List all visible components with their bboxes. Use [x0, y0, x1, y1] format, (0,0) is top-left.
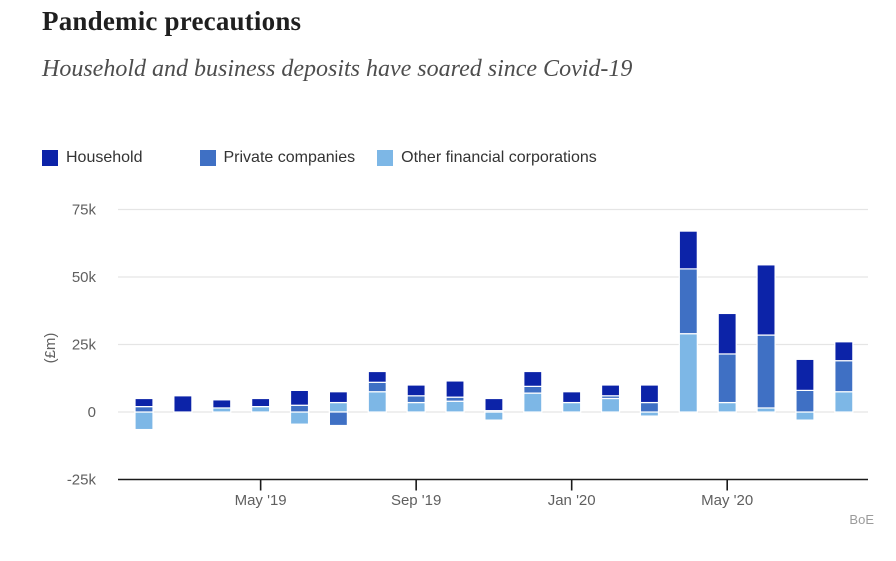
legend-item-household[interactable]: Household: [42, 149, 143, 167]
bar-segment[interactable]: [795, 358, 815, 392]
chart-header: Pandemic precautions Household and busin…: [42, 6, 742, 86]
bar-segment[interactable]: [639, 384, 660, 404]
bar-segment[interactable]: [289, 389, 310, 406]
other-financial-swatch-icon: [377, 150, 394, 166]
private-companies-swatch-icon: [199, 150, 216, 166]
y-tick-label: 25k: [72, 337, 97, 354]
legend-item-other-financial[interactable]: Other financial corporations: [377, 149, 597, 167]
bar-segment[interactable]: [756, 407, 776, 413]
x-tick-label: May '19: [235, 492, 287, 509]
bar-segment[interactable]: [562, 391, 582, 404]
bar-segment[interactable]: [289, 411, 310, 425]
bar-segment[interactable]: [251, 397, 271, 408]
bar-segment[interactable]: [678, 268, 698, 335]
chart-legend: Household Private companies Other financ…: [42, 149, 597, 167]
bar-segment[interactable]: [678, 333, 698, 413]
bar-segment[interactable]: [600, 397, 621, 413]
x-tick-label: Sep '19: [391, 492, 441, 509]
bar-segment[interactable]: [328, 411, 348, 427]
bar-segment[interactable]: [212, 399, 232, 409]
y-tick-label: -25k: [67, 472, 97, 489]
bar-segment[interactable]: [523, 370, 543, 387]
source-credit: BoE: [849, 512, 874, 527]
bar-segment[interactable]: [562, 401, 582, 413]
bar-segment[interactable]: [406, 401, 426, 413]
bar-segment[interactable]: [717, 353, 737, 404]
bar-segment[interactable]: [367, 381, 387, 393]
bar-segment[interactable]: [484, 411, 504, 421]
bar-segment[interactable]: [134, 406, 154, 413]
bar-segment[interactable]: [367, 391, 387, 413]
bar-segment[interactable]: [717, 312, 737, 355]
bar-segment[interactable]: [639, 401, 660, 413]
bar-segment[interactable]: [367, 370, 387, 383]
bar-segment[interactable]: [134, 411, 154, 431]
bar-segment[interactable]: [795, 411, 815, 421]
bar-segment[interactable]: [406, 384, 426, 397]
bar-segment[interactable]: [639, 411, 660, 417]
y-axis-unit-label: (£m): [42, 333, 59, 364]
legend-label: Private companies: [223, 149, 356, 166]
bar-segment[interactable]: [445, 400, 465, 413]
y-tick-label: 0: [88, 404, 96, 421]
bar-segment[interactable]: [251, 406, 271, 413]
household-swatch-icon: [42, 150, 58, 166]
bar-segment[interactable]: [445, 380, 465, 398]
bar-segment[interactable]: [600, 384, 621, 397]
legend-item-private-companies[interactable]: Private companies: [199, 149, 356, 167]
bar-segment[interactable]: [756, 264, 776, 336]
chart-subtitle: Household and business deposits have soa…: [42, 56, 633, 82]
bar-segment[interactable]: [834, 341, 854, 362]
bar-segment[interactable]: [834, 360, 854, 393]
legend-label: Household: [66, 149, 143, 166]
bar-segment[interactable]: [289, 404, 310, 413]
legend-label: Other financial corporations: [401, 149, 597, 166]
bar-segment[interactable]: [678, 230, 698, 270]
x-tick-label: Jan '20: [548, 492, 596, 509]
y-tick-label: 50k: [72, 269, 97, 286]
bar-segment[interactable]: [445, 396, 465, 402]
bar-segment[interactable]: [717, 401, 737, 413]
bar-segment[interactable]: [134, 397, 154, 408]
bar-segment[interactable]: [173, 395, 193, 413]
bar-segment[interactable]: [212, 407, 232, 413]
y-tick-label: 75k: [72, 202, 97, 219]
bar-segment[interactable]: [756, 334, 776, 409]
bar-segment[interactable]: [834, 391, 854, 413]
bar-segment[interactable]: [523, 385, 543, 394]
bar-segment[interactable]: [484, 397, 504, 412]
bar-segment[interactable]: [795, 389, 815, 413]
bar-segment[interactable]: [328, 391, 348, 404]
page-title: Pandemic precautions: [42, 6, 302, 36]
bar-segment[interactable]: [523, 392, 543, 413]
bar-segment[interactable]: [328, 401, 348, 413]
bar-segment[interactable]: [406, 395, 426, 404]
x-tick-label: May '20: [701, 492, 753, 509]
